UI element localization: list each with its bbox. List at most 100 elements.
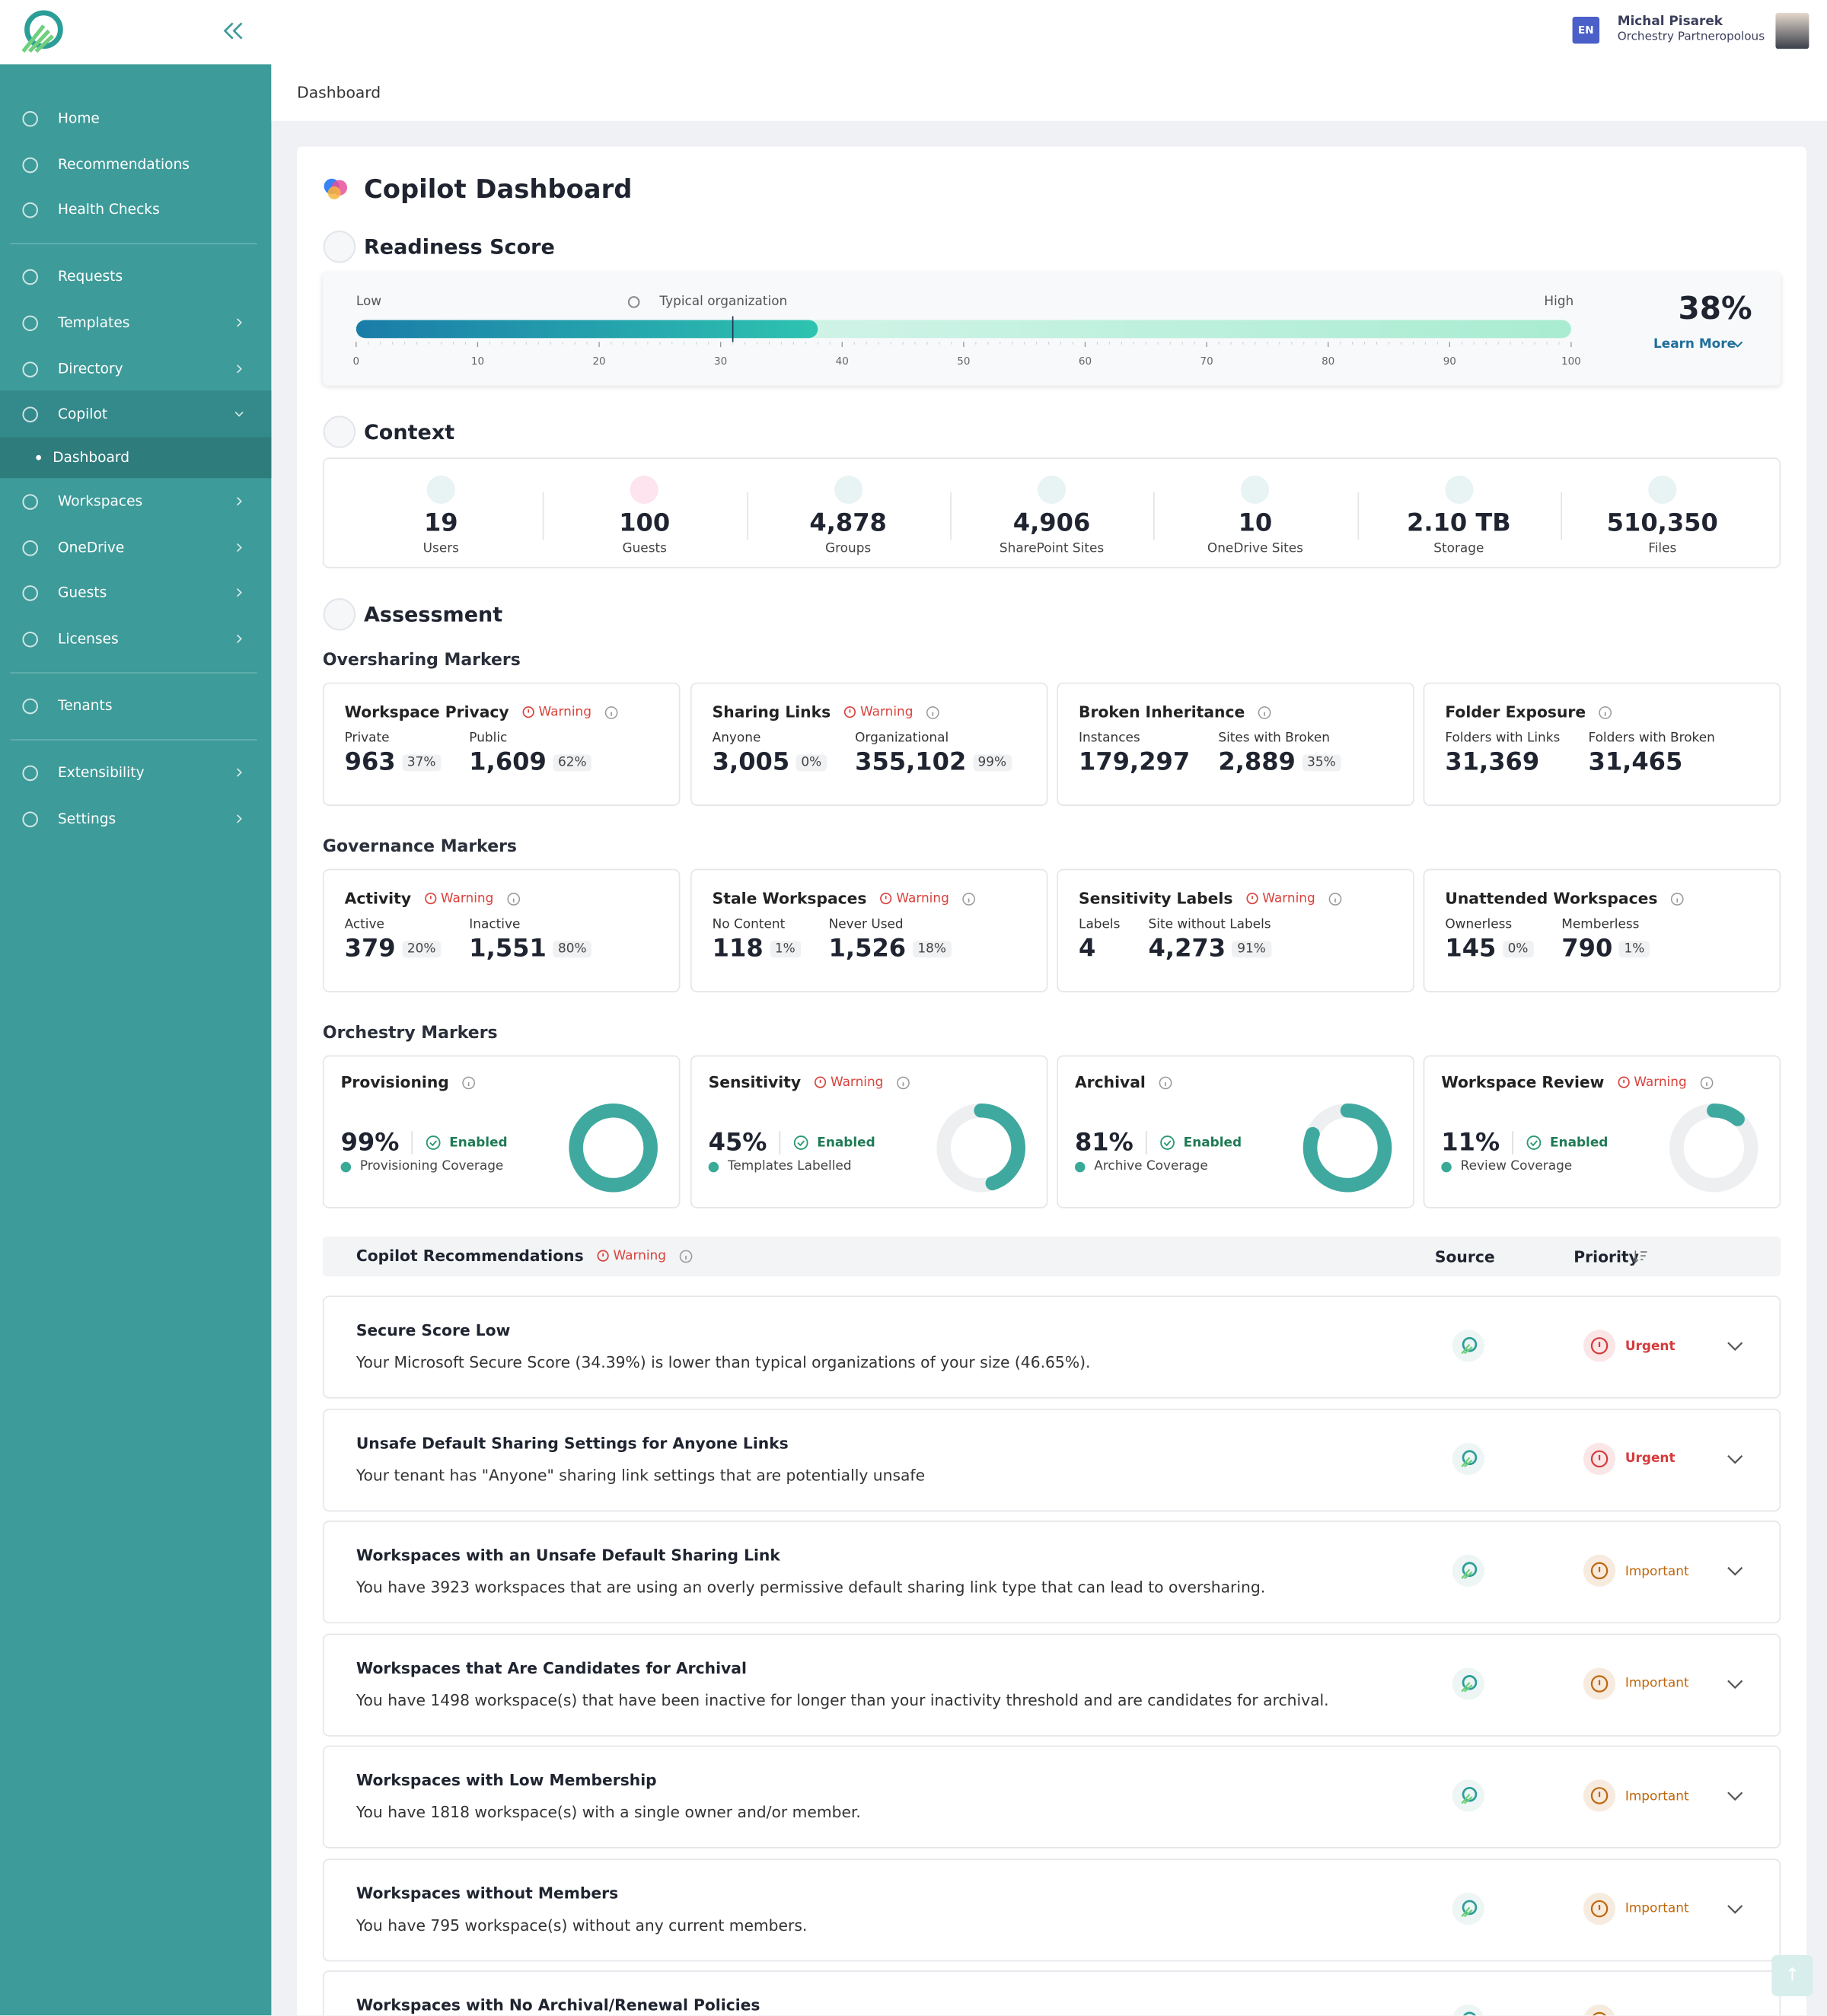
- metric-pct: 20%: [402, 940, 442, 957]
- nav-item[interactable]: Templates: [58, 314, 130, 331]
- expand-chevron[interactable]: [1727, 1791, 1743, 1802]
- nav-chevron[interactable]: [234, 814, 244, 824]
- priority-ring: [1590, 1674, 1609, 1692]
- nav-chevron[interactable]: [234, 317, 244, 328]
- stat-value: 4,878: [809, 508, 887, 537]
- metric-value-row: 3,005 0%: [713, 748, 827, 776]
- nav-sub-item[interactable]: Dashboard: [53, 449, 130, 467]
- expand-chevron[interactable]: [1727, 1678, 1743, 1690]
- nav-item[interactable]: Settings: [58, 810, 116, 827]
- recommendation-row[interactable]: [322, 1295, 1781, 1399]
- icon-shape: [21, 201, 38, 218]
- nav-chevron[interactable]: [234, 409, 244, 419]
- nav-item[interactable]: Recommendations: [58, 156, 190, 174]
- metric-value: 1,526: [828, 934, 907, 963]
- nav-chevron[interactable]: [234, 543, 244, 553]
- rec-row-desc: You have 1498 workspace(s) that have bee…: [356, 1690, 1329, 1709]
- nav-divider: [10, 739, 257, 740]
- metric-value-row: 118 1%: [713, 935, 801, 963]
- metrics-row: Labels 4 Site without Labels 4,273 91%: [1079, 918, 1392, 963]
- stat-label: SharePoint Sites: [999, 541, 1105, 556]
- scroll-top-button[interactable]: ↑: [1771, 1954, 1813, 1996]
- nav-item[interactable]: Tenants: [58, 697, 113, 715]
- nav-item[interactable]: Guests: [58, 584, 107, 601]
- nav-item[interactable]: Workspaces: [58, 492, 143, 510]
- status-text: Warning: [896, 891, 949, 906]
- metric-value-row: 31,465: [1588, 748, 1714, 776]
- priority-bg: [1584, 2004, 1615, 2016]
- expand-chevron[interactable]: [1727, 1903, 1743, 1914]
- state-text: Enabled: [817, 1135, 875, 1150]
- icon-ring: [1618, 1076, 1630, 1088]
- icon-shape: [1444, 475, 1473, 505]
- nav-item[interactable]: Licenses: [58, 630, 119, 648]
- priority-ring: [1590, 1900, 1609, 1917]
- recommendation-row[interactable]: [322, 1408, 1781, 1511]
- nav-item[interactable]: Extensibility: [58, 764, 145, 782]
- metric: Organizational 355,102 99%: [855, 731, 1012, 776]
- card-title-row: Provisioning: [341, 1073, 662, 1091]
- nav-chevron[interactable]: [234, 767, 244, 778]
- rec-title-row: Copilot Recommendations Warning: [356, 1247, 693, 1265]
- learn-more[interactable]: Learn More: [1653, 337, 1736, 352]
- nav-chevron[interactable]: [234, 588, 244, 598]
- nav-chevron[interactable]: [234, 496, 244, 507]
- icon: [426, 475, 455, 505]
- expand-chevron[interactable]: [1727, 1565, 1743, 1577]
- metric-value-row: 179,297: [1079, 748, 1190, 776]
- recommendation-row[interactable]: [322, 1745, 1781, 1849]
- icon-ring: [926, 705, 940, 719]
- info-icon: [962, 892, 976, 905]
- nav-item[interactable]: Copilot: [58, 405, 108, 422]
- card-title-row: Unattended Workspaces: [1445, 890, 1758, 907]
- rec-row-desc: Your Microsoft Secure Score (34.39%) is …: [356, 1353, 1091, 1372]
- nav-sub-dot: [36, 454, 42, 460]
- nav-item[interactable]: Health Checks: [58, 201, 160, 218]
- nav-item[interactable]: Directory: [58, 360, 123, 377]
- metric: Sites with Broken 2,889 35%: [1218, 731, 1341, 776]
- icon: [21, 156, 38, 173]
- card-title-row: Workspace Privacy Warning: [345, 703, 658, 721]
- priority-icon: [1583, 1667, 1616, 1699]
- sort-icon[interactable]: [1632, 1250, 1647, 1264]
- nav-item[interactable]: Requests: [58, 268, 123, 285]
- recommendation-row[interactable]: [322, 1858, 1781, 1961]
- icon-shape: [323, 230, 356, 263]
- section-title: Context: [363, 419, 455, 444]
- card-title-row: Broken Inheritance: [1079, 703, 1392, 721]
- src-ring: [1462, 1674, 1478, 1690]
- nav-item[interactable]: Home: [58, 110, 100, 127]
- nav-item[interactable]: OneDrive: [58, 539, 125, 556]
- expand-chevron[interactable]: [1727, 1453, 1743, 1464]
- icon: [21, 361, 38, 377]
- state-text: Enabled: [449, 1135, 508, 1150]
- src-tail: [1461, 1456, 1473, 1467]
- metric-value: 145: [1445, 934, 1497, 963]
- marker-card: Activity Warning Active 379 20% Inactive 1,551…: [322, 868, 681, 992]
- caption-row: Provisioning Coverage: [340, 1159, 503, 1174]
- icon: [323, 230, 356, 263]
- language-badge[interactable]: EN: [1572, 16, 1600, 44]
- nav-chevron[interactable]: [234, 364, 244, 374]
- user-avatar[interactable]: [1775, 12, 1809, 49]
- src-ring: [1462, 1899, 1478, 1915]
- metric-value-row: 1,526 18%: [829, 935, 952, 963]
- recommendation-row[interactable]: [322, 1632, 1781, 1736]
- collapse-button[interactable]: [221, 19, 247, 42]
- stat-divider: [543, 492, 544, 540]
- tick-label: 40: [835, 355, 849, 368]
- priority-header[interactable]: Priority: [1574, 1247, 1639, 1266]
- recommendation-row[interactable]: [322, 1970, 1781, 2016]
- metric-pct: 35%: [1302, 753, 1341, 771]
- coverage-row: 99% Enabled: [341, 1129, 508, 1157]
- expand-chevron[interactable]: [1727, 1341, 1743, 1352]
- icon: [1241, 475, 1270, 505]
- info-icon: [462, 1075, 476, 1089]
- tick-label: 80: [1322, 355, 1335, 368]
- enabled-icon: [1161, 1135, 1175, 1150]
- learn-more-chevron[interactable]: [1732, 339, 1743, 350]
- icon: [21, 764, 38, 781]
- recommendation-row[interactable]: [322, 1521, 1781, 1624]
- donut: [569, 1103, 658, 1193]
- nav-chevron[interactable]: [234, 634, 244, 645]
